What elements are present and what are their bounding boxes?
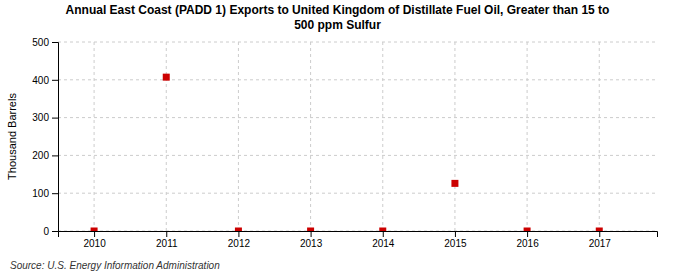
tick-mark [455,231,456,237]
tick-mark [52,118,58,119]
tick: 400 [32,75,58,86]
tick-mark [166,231,167,237]
grid-line-y [58,193,657,194]
tick-label: 2012 [228,238,251,249]
tick-mark [52,42,58,43]
title-line: Annual East Coast (PADD 1) Exports to Un… [66,3,610,17]
tick-mark [238,231,239,237]
tick: 200 [32,150,58,161]
grid-line-x [166,42,167,231]
title: Annual East Coast (PADD 1) Exports to Un… [66,3,610,32]
grid-line-y [58,117,657,118]
axis-line [52,43,59,232]
y-axis: 0 100 200 300 400 500 [32,37,58,237]
points [91,74,603,231]
grid-line-y [58,79,657,80]
point [307,228,314,232]
tick: 2017 [589,231,612,249]
tick-mark [527,231,528,237]
grid-line-x [382,42,383,231]
chart: Annual East Coast (PADD 1) Exports to Un… [0,0,675,275]
tick: 2016 [516,231,539,249]
tick-label: 2015 [444,238,467,249]
grid-line-x [454,42,455,231]
tick: 2014 [372,231,395,249]
tick: 2013 [300,231,323,249]
tick-mark [52,193,58,194]
point [91,228,98,232]
tick-label: 100 [32,188,49,199]
point [379,228,386,232]
grid-line-x [310,42,311,231]
tick-label: 2017 [589,238,612,249]
axis-line [59,232,658,238]
tick-label: 2011 [156,238,178,249]
tick-label: 0 [43,226,49,237]
source: Source: U.S. Energy Information Administ… [10,260,220,271]
grid-line-x [94,42,95,231]
tick-label: 400 [32,75,49,86]
point [524,228,531,232]
plot: 2010 2011 2012 2013 2014 2015 2016 2017 0 100 200 3… [6,37,658,249]
tick-label: 500 [32,37,49,48]
point [596,228,603,232]
grid-line-y [58,155,657,156]
tick: 2015 [444,231,467,249]
grid-line-x [238,42,239,231]
x-axis: 2010 2011 2012 2013 2014 2015 2016 2017 [59,231,658,249]
tick-label: 2010 [83,238,106,249]
tick: 2010 [83,231,106,249]
tick-label: 200 [32,150,49,161]
y-axis-label: Thousand Barrels [6,93,18,180]
tick-mark [311,231,312,237]
tick: 500 [32,37,58,48]
grid-line-x [599,42,600,231]
tick-label: 2016 [516,238,539,249]
tick-mark [383,231,384,237]
grid-line-x [527,42,528,231]
tick-mark [52,80,58,81]
tick-label: 2013 [300,238,323,249]
tick-label: 2014 [372,238,395,249]
tick-label: 300 [32,112,49,123]
tick: 2012 [228,231,251,249]
tick-mark [94,231,95,237]
title-line: 500 ppm Sulfur [294,18,381,32]
tick-mark [599,231,600,237]
tick: 100 [32,188,58,199]
tick: 300 [32,112,58,123]
grid [58,42,657,231]
tick: 0 [43,226,58,237]
tick: 2011 [156,231,178,249]
point [451,180,458,187]
grid-line-y [58,42,657,43]
point [163,74,170,81]
tick-mark [52,231,58,232]
tick-mark [52,155,58,156]
point [235,228,242,232]
